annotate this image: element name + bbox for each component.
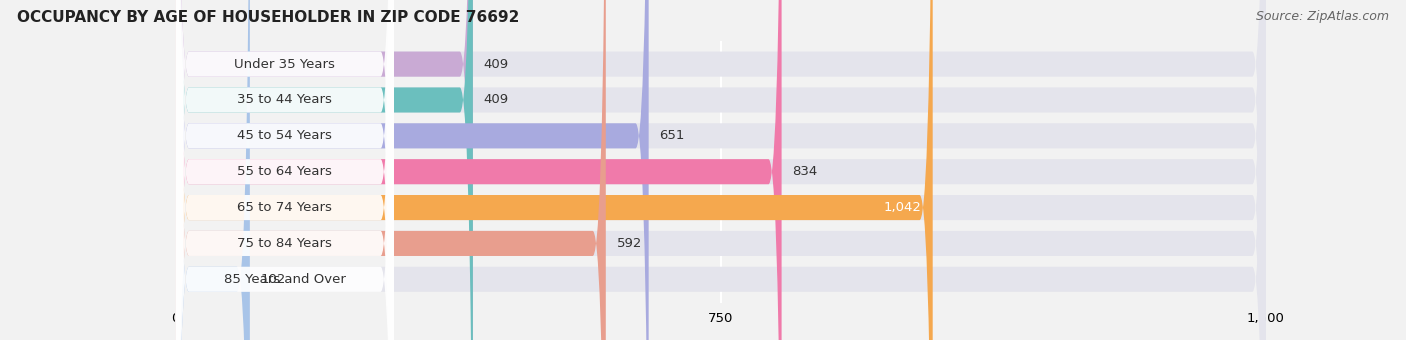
FancyBboxPatch shape — [176, 0, 394, 340]
Text: 75 to 84 Years: 75 to 84 Years — [238, 237, 332, 250]
FancyBboxPatch shape — [176, 0, 932, 340]
Text: 45 to 54 Years: 45 to 54 Years — [238, 129, 332, 142]
Text: 85 Years and Over: 85 Years and Over — [224, 273, 346, 286]
Text: 409: 409 — [484, 57, 509, 71]
FancyBboxPatch shape — [176, 0, 1265, 340]
FancyBboxPatch shape — [176, 0, 1265, 340]
FancyBboxPatch shape — [176, 0, 394, 340]
FancyBboxPatch shape — [176, 0, 1265, 340]
Text: OCCUPANCY BY AGE OF HOUSEHOLDER IN ZIP CODE 76692: OCCUPANCY BY AGE OF HOUSEHOLDER IN ZIP C… — [17, 10, 519, 25]
Text: 1,042: 1,042 — [884, 201, 922, 214]
FancyBboxPatch shape — [176, 0, 782, 340]
FancyBboxPatch shape — [176, 0, 394, 340]
Text: 55 to 64 Years: 55 to 64 Years — [238, 165, 332, 178]
Text: 651: 651 — [659, 129, 685, 142]
FancyBboxPatch shape — [176, 0, 394, 340]
Text: 834: 834 — [793, 165, 818, 178]
FancyBboxPatch shape — [176, 0, 1265, 340]
FancyBboxPatch shape — [176, 0, 250, 340]
FancyBboxPatch shape — [176, 0, 1265, 340]
FancyBboxPatch shape — [176, 0, 394, 340]
Text: 35 to 44 Years: 35 to 44 Years — [238, 94, 332, 106]
FancyBboxPatch shape — [176, 0, 472, 340]
Text: Under 35 Years: Under 35 Years — [235, 57, 335, 71]
FancyBboxPatch shape — [176, 0, 606, 340]
FancyBboxPatch shape — [176, 0, 394, 340]
Text: 592: 592 — [617, 237, 643, 250]
FancyBboxPatch shape — [176, 0, 648, 340]
FancyBboxPatch shape — [176, 0, 472, 340]
FancyBboxPatch shape — [176, 0, 1265, 340]
Text: 409: 409 — [484, 94, 509, 106]
FancyBboxPatch shape — [176, 0, 394, 340]
Text: 102: 102 — [260, 273, 285, 286]
Text: 65 to 74 Years: 65 to 74 Years — [238, 201, 332, 214]
Text: Source: ZipAtlas.com: Source: ZipAtlas.com — [1256, 10, 1389, 23]
FancyBboxPatch shape — [176, 0, 1265, 340]
